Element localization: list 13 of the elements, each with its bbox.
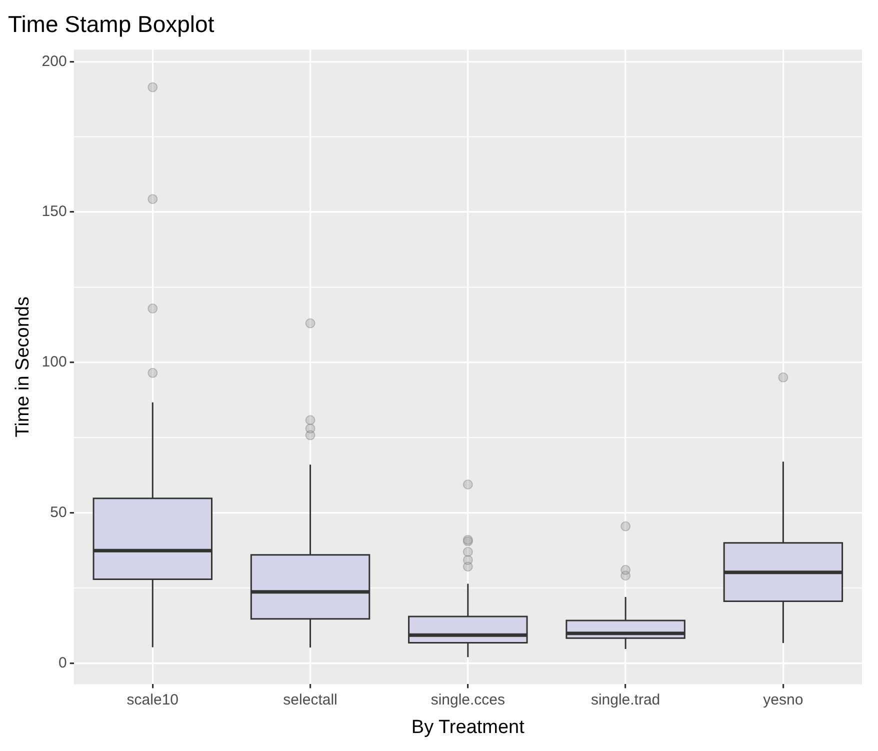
x-tick-label: single.trad [590,691,660,708]
x-tick-label: yesno [763,691,804,708]
x-tick-label: scale10 [126,691,178,708]
y-tick-label: 0 [58,654,67,672]
x-axis-title: By Treatment [411,716,526,738]
x-tick-label: selectall [283,691,338,708]
y-tick-label: 200 [42,52,67,70]
y-tick-label: 50 [50,504,67,521]
y-tick-label: 100 [42,354,67,371]
x-tick-label: single.cces [430,691,506,708]
y-tick-label: 150 [42,203,67,220]
chart-title: Time Stamp Boxplot [8,11,215,38]
y-axis-title: Time in Seconds [12,296,34,438]
